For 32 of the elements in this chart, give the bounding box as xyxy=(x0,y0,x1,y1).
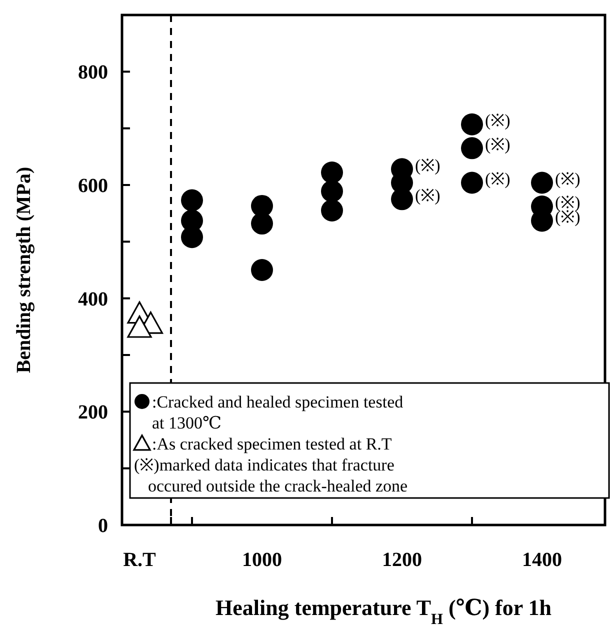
annotation: (※)marked data indicates that fracture occured outside the crack-healed zone xyxy=(134,455,408,496)
x-tick-label: 1200 xyxy=(382,549,422,571)
point xyxy=(461,172,483,194)
point xyxy=(321,180,343,202)
x-tick-label: R.T xyxy=(123,549,157,571)
point xyxy=(461,137,483,160)
annotation: (※) xyxy=(555,193,580,212)
x-tick-label: 1400 xyxy=(522,549,562,571)
point xyxy=(251,212,273,235)
y-tick-label: 800 xyxy=(78,62,108,84)
annotation: (※) xyxy=(555,169,580,188)
y-tick-label: 0 xyxy=(98,515,108,537)
point xyxy=(127,316,152,338)
annotation: (※) xyxy=(415,156,440,175)
legend-label: :Cracked and healed specimen tested at 1300℃ xyxy=(152,392,404,432)
point xyxy=(251,259,273,281)
point xyxy=(461,113,483,136)
y-tick-label: 600 xyxy=(78,175,108,197)
annotation: (※) xyxy=(485,169,510,188)
annotation: (※) xyxy=(485,111,510,130)
point xyxy=(321,162,343,184)
annotation: (※) xyxy=(415,186,440,205)
y-tick-label: 200 xyxy=(78,402,108,424)
point xyxy=(531,172,553,194)
annotation: (※) xyxy=(485,134,510,154)
point xyxy=(321,200,343,222)
y-tick-label: 400 xyxy=(78,288,108,310)
x-axis-title: Healing temperature T$_{H}$ (℃) for 1h xyxy=(216,595,552,627)
point xyxy=(181,189,203,212)
x-tick-label: 1000 xyxy=(242,549,282,571)
legend-label: :As cracked specimen tested at R.T xyxy=(152,434,392,454)
y-axis-title: Bending strength (MPa) xyxy=(13,166,35,374)
